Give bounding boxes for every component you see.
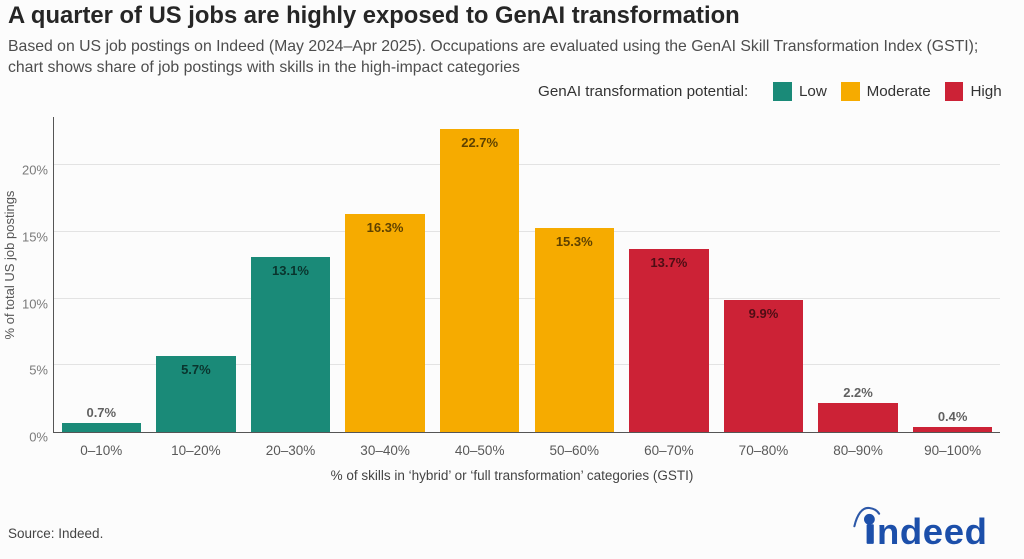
svg-text:ndeed: ndeed [877, 511, 988, 551]
